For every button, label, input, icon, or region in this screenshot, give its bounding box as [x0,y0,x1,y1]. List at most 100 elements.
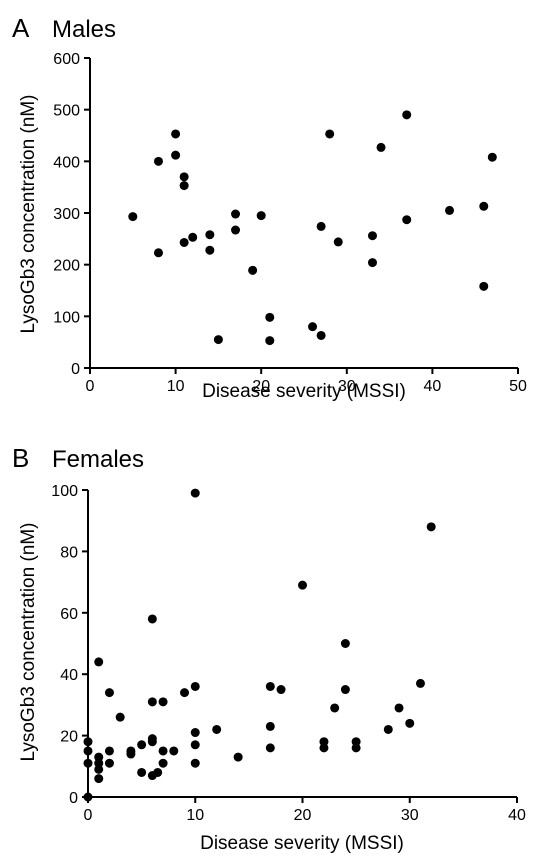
panel-a-data-point [179,172,189,182]
panel-a-data-point [153,248,163,258]
panel-a-x-tick-label: 10 [167,378,185,395]
panel-b-data-point [147,697,157,707]
panel-b-data-point [94,657,104,667]
panel-b-y-tick-label: 40 [60,667,78,684]
panel-b-x-tick-label: 30 [401,807,419,824]
panel-b-plot-area: 0 20 40 60 80 100 0 10 20 30 40 [51,483,526,824]
panel-a-data-point [248,265,258,275]
panel-b-data-point [340,639,350,648]
panel-a-data-point [171,150,181,160]
panel-b-data-point [147,614,157,624]
panel-b-x-axis-label: Disease severity (MSSI) [200,833,404,854]
panel-a-data-point [402,215,412,225]
panel-b-data-point [276,685,286,695]
panel-b-data-point [212,724,222,734]
panel-a-y-axis-label: LysoGb3 concentration (nM) [18,94,39,333]
panel-b-data-point [137,740,147,750]
panel-a-x-tick-label: 0 [86,378,95,395]
panel-a-y-tick-label: 0 [71,361,80,378]
panel-a-data-point [231,209,241,219]
panel-b-y-tick-label: 100 [51,483,78,500]
panel-b-data-point [415,678,425,688]
panel-a-data-point [179,181,189,191]
panel-a-data-point [179,237,189,247]
panel-b-y-tick-label: 80 [60,544,78,561]
panel-b-title: Females [52,446,144,473]
panel-b-data-point [104,746,114,756]
panel-b-data-point [104,758,114,768]
panel-a-data-point [479,201,489,211]
panel-b-data-point [83,792,93,802]
panel-a-data-point [256,211,266,221]
panel-b-data-point [190,740,200,750]
panel-a-data-point [487,152,497,162]
panel-b-data-point [83,758,93,768]
panel-b-x-tick-label: 20 [294,807,312,824]
panel-b-data-point [83,737,93,747]
panel-b-data-point [158,758,168,768]
panel-b-data-point [94,774,104,784]
panel-b-y-axis-label: LysoGb3 concentration (nM) [18,522,39,761]
panel-b-data-point [190,488,200,498]
panel-b-data-point [426,522,436,532]
panel-a-data-point [333,237,343,247]
panel-a-data-point [402,110,412,120]
panel-b-data-point [190,681,200,691]
panel-b-data-point [190,758,200,768]
panel-a-x-tick-label: 50 [509,378,527,395]
panel-a: A Males Disease severity (MSSI) LysoGb3 … [12,13,527,402]
panel-b-y-tick-label: 20 [60,729,78,746]
panel-a-y-tick-label: 400 [53,154,80,171]
panel-b-data-point [340,685,350,695]
panel-b-data-point [233,752,243,762]
panel-b-data-point [319,743,329,753]
panel-b-data-point [265,743,275,753]
panel-b-x-tick-label: 0 [84,807,93,824]
panel-b-y-tick-label: 60 [60,606,78,623]
panel-a-data-point [153,156,163,166]
panel-b-y-tick-label: 0 [69,790,78,807]
panel-b-data-point [394,703,404,713]
panel-a-data-point [205,245,215,255]
panel-a-y-tick-label: 600 [53,51,80,68]
panel-a-data-point [479,281,489,291]
panel-a-plot-area: 0 100 200 300 400 500 600 0 10 20 30 40 50 [53,51,527,395]
panel-a-x-axis-label: Disease severity (MSSI) [202,381,406,402]
panel-b-data-point [383,724,393,734]
panel-a-data-point [316,221,326,231]
panel-a-x-tick-label: 20 [252,378,270,395]
panel-a-data-point [128,212,138,222]
panel-a-data-point [231,225,241,235]
panel-b-data-point [126,749,136,759]
panel-a-data-point [213,335,223,345]
panel-a-y-tick-label: 300 [53,206,80,223]
panel-b: B Females Disease severity (MSSI) LysoGb… [12,443,526,854]
panel-b-data-point [158,746,168,756]
panel-a-data-point [376,142,386,152]
panel-b-letter: B [12,443,29,473]
panel-b-data-point [104,688,114,698]
panel-a-data-point [316,330,326,340]
panel-b-data-point [190,728,200,738]
panel-a-data-point [265,312,275,322]
panel-b-data-point [169,746,179,756]
panel-b-x-tick-label: 10 [186,807,204,824]
panel-a-y-tick-label: 200 [53,258,80,275]
panel-a-y-tick-label: 100 [53,309,80,326]
panel-b-data-point [298,580,307,590]
panel-b-data-point [137,767,147,777]
panel-b-data-point [94,764,104,774]
panel-b-data-point [83,746,93,756]
panel-b-data-point [180,688,190,698]
panel-b-data-point [158,697,168,707]
panel-a-data-point [325,129,335,139]
panel-a-data-point [367,258,377,268]
panel-a-data-point [367,231,377,241]
panel-a-data-point [205,230,215,240]
panel-b-data-point [115,712,125,722]
panel-a-title: Males [52,16,116,43]
panel-a-y-tick-label: 500 [53,103,80,120]
panel-b-data-point [405,718,415,728]
panel-a-data-point [171,129,181,139]
panel-b-x-tick-label: 40 [508,807,526,824]
